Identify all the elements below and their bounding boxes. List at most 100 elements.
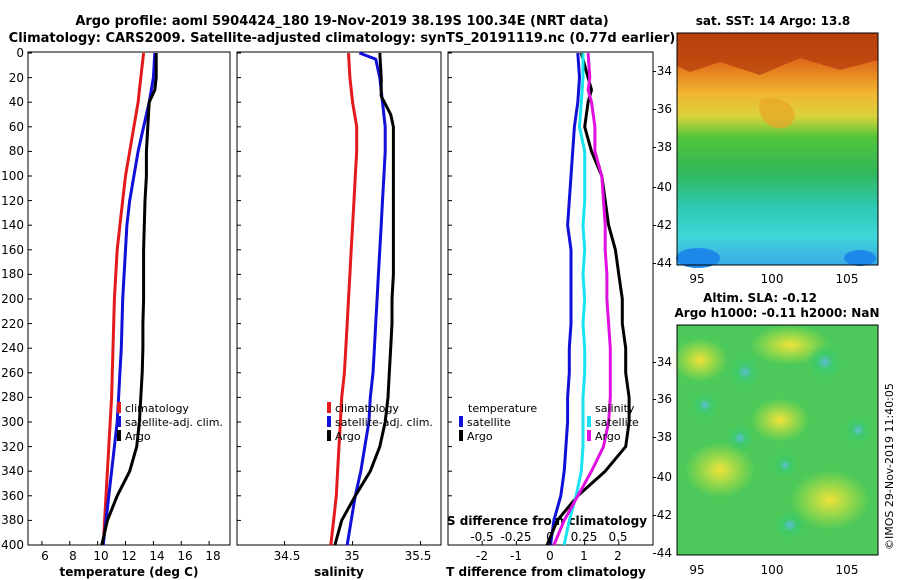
sla-lat-tick: -36 — [652, 392, 672, 406]
legend-swatch-climatology — [327, 402, 331, 413]
depth-tick-label: 400 — [1, 538, 24, 552]
temperature-tick-label: 18 — [205, 549, 220, 563]
sla-lon-tick: 95 — [689, 563, 704, 577]
salinity-x-axis: 34.5 35 35.5 salinity — [274, 549, 432, 579]
s-difference-tick-label: -0.5 — [470, 530, 493, 544]
sla-map: -34 -36 -38 -40 -42 -44 95 100 105 — [652, 324, 879, 577]
sst-field — [677, 33, 878, 265]
temperature-tick-label: 14 — [149, 549, 164, 563]
sla-high-patch — [790, 470, 870, 530]
legend-label: climatology — [335, 402, 399, 415]
legend-heading-temperature: temperature — [468, 402, 537, 415]
sla-low-eddy — [844, 416, 872, 444]
temperature-tick-label: 12 — [121, 549, 136, 563]
legend-swatch-s-satellite — [587, 416, 591, 427]
depth-tick-label: 100 — [1, 169, 24, 183]
sst-warm-patch — [677, 33, 878, 75]
difference-x-axis: -2 -1 0 1 2 T difference from climatolog… — [446, 514, 647, 579]
sla-low-eddy — [773, 453, 797, 477]
depth-tick-label: 360 — [1, 489, 24, 503]
depth-tick-label: 380 — [1, 513, 24, 527]
s-difference-axis-label: S difference from climatology — [447, 514, 647, 528]
sla-lat-tick: -42 — [652, 508, 672, 522]
sla-map-title: Altim. SLA: -0.12 — [703, 291, 817, 305]
depth-tick-label: 120 — [1, 194, 24, 208]
depth-tick-label: 260 — [1, 366, 24, 380]
difference-series-temperature-argo — [545, 52, 631, 546]
salinity-series-satellite-adj-clim- — [345, 51, 387, 546]
figure-title-line2: Climatology: CARS2009. Satellite-adjuste… — [9, 31, 676, 46]
sla-low-eddy — [691, 391, 719, 419]
s-difference-tick-label: -0.25 — [500, 530, 531, 544]
sla-lat-tick: -38 — [652, 430, 672, 444]
sla-lat-tick: -34 — [652, 355, 672, 369]
depth-tick-label: 0 — [16, 46, 24, 60]
depth-tick-label: 180 — [1, 267, 24, 281]
temperature-legend: climatology satellite-adj. clim. Argo — [117, 402, 223, 443]
temperature-series-climatology — [101, 52, 146, 546]
salinity-series-climatology — [329, 52, 359, 546]
depth-tick-label: 160 — [1, 243, 24, 257]
temperature-series-satellite-adj-clim- — [101, 52, 157, 546]
depth-tick-label: 60 — [9, 120, 24, 134]
difference-legend: temperature satellite Argo salinity sate… — [459, 402, 639, 443]
sla-high-patch — [750, 398, 810, 442]
difference-series-salinity-satellite — [562, 53, 587, 546]
difference-x-axis-label: T difference from climatology — [446, 565, 646, 579]
sst-map-frame — [676, 32, 879, 266]
legend-label: climatology — [125, 402, 189, 415]
sla-high-patch — [672, 338, 728, 382]
salinity-tick-label: 34.5 — [274, 549, 301, 563]
figure-title-line1: Argo profile: aoml 5904424_180 19-Nov-20… — [75, 14, 608, 29]
sst-lat-tick: -34 — [652, 64, 672, 78]
difference-series-salinity-argo — [552, 52, 612, 546]
sla-high-patch — [685, 442, 755, 498]
salinity-series-argo — [333, 52, 395, 546]
sst-lat-tick: -36 — [652, 102, 672, 116]
sst-lon-tick: 105 — [836, 272, 859, 286]
salinity-tick-label: 35.5 — [405, 549, 432, 563]
sst-lon-tick: 100 — [761, 272, 784, 286]
depth-tick-label: 200 — [1, 292, 24, 306]
legend-swatch-argo — [327, 430, 331, 441]
temperature-series-argo — [100, 53, 158, 546]
sst-eddy-patch — [759, 98, 795, 129]
salinity-tick-label: 35 — [344, 549, 359, 563]
legend-label: satellite-adj. clim. — [335, 416, 433, 429]
depth-tick-label: 300 — [1, 415, 24, 429]
temperature-x-axis-label: temperature (deg C) — [60, 565, 199, 579]
x-tick-marks — [41, 541, 620, 545]
sla-lon-tick: 100 — [761, 563, 784, 577]
s-difference-tick-label: 0.5 — [608, 530, 627, 544]
depth-tick-label: 340 — [1, 464, 24, 478]
legend-swatch-t-argo — [459, 430, 463, 441]
temperature-tick-label: 6 — [41, 549, 49, 563]
depth-tick-marks — [28, 52, 452, 546]
sst-cold-patch — [676, 248, 720, 268]
legend-swatch-t-satellite — [459, 416, 463, 427]
sst-lat-tick: -42 — [652, 218, 672, 232]
temperature-tick-label: 16 — [177, 549, 192, 563]
sla-low-eddy — [807, 344, 843, 380]
legend-swatch-satellite — [327, 416, 331, 427]
sst-map: -34 -36 -38 -40 -42 -44 95 100 105 — [652, 32, 879, 286]
t-difference-tick-label: 2 — [614, 549, 622, 563]
legend-label: Argo — [125, 430, 151, 443]
legend-swatch-satellite — [117, 416, 121, 427]
sst-cold-patch — [844, 250, 876, 266]
imos-credit: ©IMOS 29-Nov-2019 11:40:05 — [883, 383, 896, 550]
sla-map-subtitle: Argo h1000: -0.11 h2000: NaN — [674, 306, 879, 320]
salinity-legend: climatology satellite-adj. clim. Argo — [327, 402, 433, 443]
sla-low-eddy — [729, 356, 761, 388]
sla-lat-tick: -40 — [652, 470, 672, 484]
sst-lat-tick: -44 — [652, 256, 672, 270]
legend-label: satellite — [467, 416, 511, 429]
t-difference-tick-label: -2 — [476, 549, 488, 563]
sla-lon-tick: 105 — [836, 563, 859, 577]
depth-axis: 0 20 40 60 80 100 120 140 160 180 200 22… — [1, 46, 24, 552]
depth-tick-label: 40 — [9, 95, 24, 109]
legend-label: satellite — [595, 416, 639, 429]
temperature-x-axis: 6 8 10 12 14 16 18 temperature (deg C) — [41, 549, 220, 579]
sla-map-frame — [676, 324, 879, 556]
